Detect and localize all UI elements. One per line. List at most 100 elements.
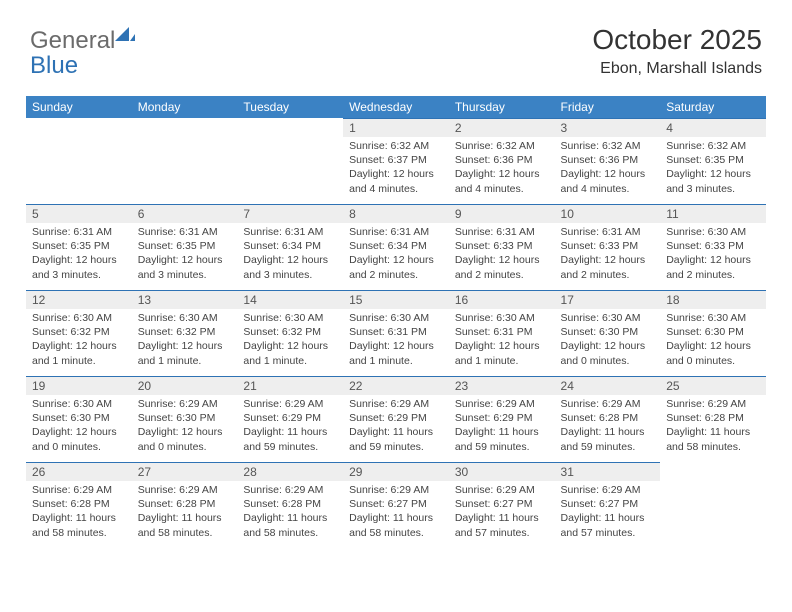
logo-text-blue: Blue [30,52,78,79]
daylight-text: Daylight: 11 hours and 58 minutes. [32,511,126,539]
day-number: 13 [132,290,238,309]
day-body: Sunrise: 6:29 AMSunset: 6:28 PMDaylight:… [660,395,766,458]
logo-text-general: General [30,27,115,55]
sunset-text: Sunset: 6:29 PM [349,411,443,425]
calendar-cell: 15Sunrise: 6:30 AMSunset: 6:31 PMDayligh… [343,290,449,376]
daylight-text: Daylight: 12 hours and 3 minutes. [243,253,337,281]
day-number: 12 [26,290,132,309]
calendar-cell: 5Sunrise: 6:31 AMSunset: 6:35 PMDaylight… [26,204,132,290]
sunset-text: Sunset: 6:36 PM [455,153,549,167]
daylight-text: Daylight: 11 hours and 59 minutes. [455,425,549,453]
calendar-cell: 24Sunrise: 6:29 AMSunset: 6:28 PMDayligh… [555,376,661,462]
calendar-row: 12Sunrise: 6:30 AMSunset: 6:32 PMDayligh… [26,290,766,376]
day-number: 20 [132,376,238,395]
sunset-text: Sunset: 6:35 PM [32,239,126,253]
day-number: 22 [343,376,449,395]
sunset-text: Sunset: 6:32 PM [138,325,232,339]
calendar-cell: 21Sunrise: 6:29 AMSunset: 6:29 PMDayligh… [237,376,343,462]
day-number: 18 [660,290,766,309]
calendar-cell: 12Sunrise: 6:30 AMSunset: 6:32 PMDayligh… [26,290,132,376]
daylight-text: Daylight: 12 hours and 4 minutes. [349,167,443,195]
day-body: Sunrise: 6:29 AMSunset: 6:28 PMDaylight:… [237,481,343,544]
sunrise-text: Sunrise: 6:29 AM [243,483,337,497]
sunset-text: Sunset: 6:37 PM [349,153,443,167]
calendar-cell [237,118,343,204]
calendar-cell: 16Sunrise: 6:30 AMSunset: 6:31 PMDayligh… [449,290,555,376]
sunset-text: Sunset: 6:31 PM [349,325,443,339]
sunset-text: Sunset: 6:30 PM [32,411,126,425]
calendar-cell [132,118,238,204]
day-body: Sunrise: 6:29 AMSunset: 6:29 PMDaylight:… [343,395,449,458]
day-body: Sunrise: 6:30 AMSunset: 6:31 PMDaylight:… [343,309,449,372]
day-number: 17 [555,290,661,309]
day-body: Sunrise: 6:29 AMSunset: 6:29 PMDaylight:… [237,395,343,458]
sunset-text: Sunset: 6:33 PM [455,239,549,253]
day-body: Sunrise: 6:29 AMSunset: 6:29 PMDaylight:… [449,395,555,458]
weekday-header: Thursday [449,96,555,118]
calendar-cell: 6Sunrise: 6:31 AMSunset: 6:35 PMDaylight… [132,204,238,290]
sunset-text: Sunset: 6:28 PM [561,411,655,425]
calendar-cell: 14Sunrise: 6:30 AMSunset: 6:32 PMDayligh… [237,290,343,376]
sunrise-text: Sunrise: 6:29 AM [243,397,337,411]
daylight-text: Daylight: 11 hours and 58 minutes. [349,511,443,539]
calendar-cell: 1Sunrise: 6:32 AMSunset: 6:37 PMDaylight… [343,118,449,204]
sunrise-text: Sunrise: 6:32 AM [666,139,760,153]
day-number: 23 [449,376,555,395]
sunrise-text: Sunrise: 6:30 AM [666,311,760,325]
sunset-text: Sunset: 6:30 PM [561,325,655,339]
calendar-cell: 18Sunrise: 6:30 AMSunset: 6:30 PMDayligh… [660,290,766,376]
daylight-text: Daylight: 12 hours and 2 minutes. [666,253,760,281]
day-body: Sunrise: 6:30 AMSunset: 6:32 PMDaylight:… [26,309,132,372]
day-number: 3 [555,118,661,137]
calendar-cell: 23Sunrise: 6:29 AMSunset: 6:29 PMDayligh… [449,376,555,462]
sunrise-text: Sunrise: 6:29 AM [666,397,760,411]
sunrise-text: Sunrise: 6:30 AM [32,311,126,325]
sunrise-text: Sunrise: 6:32 AM [455,139,549,153]
sunset-text: Sunset: 6:28 PM [32,497,126,511]
sunrise-text: Sunrise: 6:29 AM [32,483,126,497]
calendar-cell: 31Sunrise: 6:29 AMSunset: 6:27 PMDayligh… [555,462,661,548]
day-body: Sunrise: 6:29 AMSunset: 6:28 PMDaylight:… [132,481,238,544]
daylight-text: Daylight: 11 hours and 59 minutes. [561,425,655,453]
weekday-header: Wednesday [343,96,449,118]
sunrise-text: Sunrise: 6:29 AM [561,483,655,497]
calendar-cell [660,462,766,548]
daylight-text: Daylight: 12 hours and 3 minutes. [138,253,232,281]
daylight-text: Daylight: 12 hours and 0 minutes. [138,425,232,453]
day-body: Sunrise: 6:31 AMSunset: 6:35 PMDaylight:… [132,223,238,286]
daylight-text: Daylight: 12 hours and 3 minutes. [666,167,760,195]
day-body: Sunrise: 6:32 AMSunset: 6:36 PMDaylight:… [555,137,661,200]
header: General October 2025 Ebon, Marshall Isla… [0,0,792,88]
calendar-cell: 26Sunrise: 6:29 AMSunset: 6:28 PMDayligh… [26,462,132,548]
day-body: Sunrise: 6:30 AMSunset: 6:32 PMDaylight:… [237,309,343,372]
calendar-cell: 4Sunrise: 6:32 AMSunset: 6:35 PMDaylight… [660,118,766,204]
day-number: 29 [343,462,449,481]
calendar-cell: 19Sunrise: 6:30 AMSunset: 6:30 PMDayligh… [26,376,132,462]
daylight-text: Daylight: 12 hours and 0 minutes. [561,339,655,367]
sunrise-text: Sunrise: 6:31 AM [138,225,232,239]
sunset-text: Sunset: 6:27 PM [455,497,549,511]
day-number: 11 [660,204,766,223]
logo-blue-row: Blue [30,52,78,80]
daylight-text: Daylight: 12 hours and 4 minutes. [455,167,549,195]
daylight-text: Daylight: 12 hours and 2 minutes. [561,253,655,281]
daylight-text: Daylight: 11 hours and 59 minutes. [349,425,443,453]
sunset-text: Sunset: 6:30 PM [138,411,232,425]
calendar-cell: 29Sunrise: 6:29 AMSunset: 6:27 PMDayligh… [343,462,449,548]
day-number: 7 [237,204,343,223]
day-body: Sunrise: 6:29 AMSunset: 6:27 PMDaylight:… [555,481,661,544]
sunrise-text: Sunrise: 6:29 AM [138,397,232,411]
day-body: Sunrise: 6:31 AMSunset: 6:33 PMDaylight:… [555,223,661,286]
day-body: Sunrise: 6:29 AMSunset: 6:27 PMDaylight:… [343,481,449,544]
daylight-text: Daylight: 12 hours and 0 minutes. [32,425,126,453]
day-number: 8 [343,204,449,223]
daylight-text: Daylight: 11 hours and 58 minutes. [666,425,760,453]
daylight-text: Daylight: 12 hours and 1 minute. [243,339,337,367]
daylight-text: Daylight: 11 hours and 59 minutes. [243,425,337,453]
day-number: 15 [343,290,449,309]
sunset-text: Sunset: 6:31 PM [455,325,549,339]
sunrise-text: Sunrise: 6:32 AM [561,139,655,153]
day-body: Sunrise: 6:30 AMSunset: 6:30 PMDaylight:… [26,395,132,458]
sunset-text: Sunset: 6:32 PM [243,325,337,339]
sunrise-text: Sunrise: 6:30 AM [138,311,232,325]
